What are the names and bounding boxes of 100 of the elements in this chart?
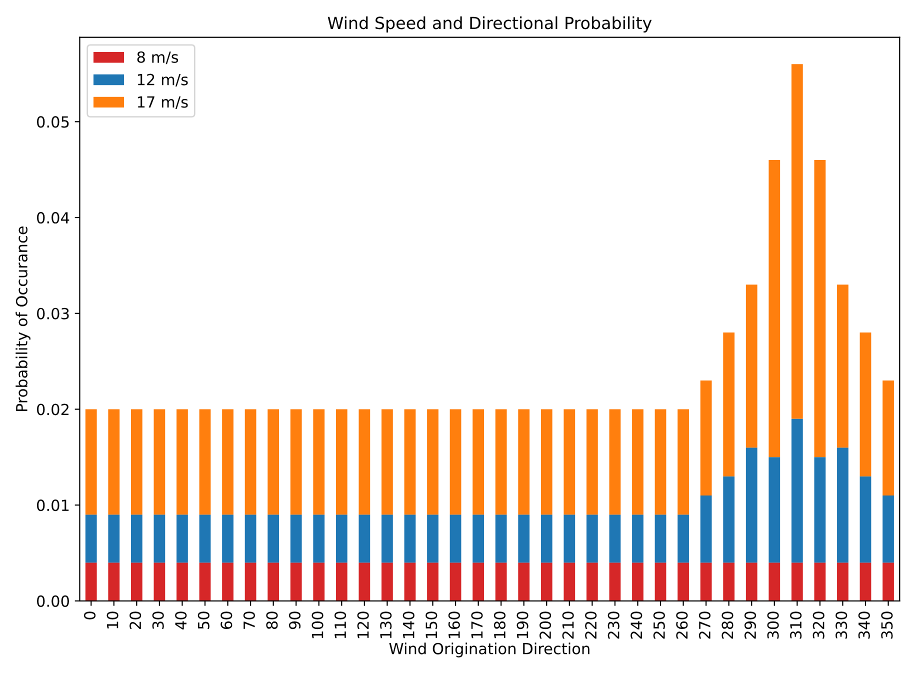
bar [586, 562, 598, 601]
bar [358, 514, 370, 563]
bar [222, 514, 234, 563]
x-axis-title: Wind Origination Direction [389, 642, 590, 658]
x-tick-label: 310 [790, 612, 802, 639]
bar [450, 409, 462, 515]
bar [176, 562, 188, 601]
bar [154, 562, 166, 601]
bar [882, 380, 894, 496]
x-tick-label: 260 [676, 612, 688, 639]
bar [313, 514, 325, 563]
x-tick-label: 40 [175, 612, 187, 630]
bar [814, 457, 826, 563]
x-tick-label: 270 [698, 612, 710, 639]
bar [746, 562, 758, 601]
bar [860, 476, 872, 563]
bar [564, 562, 576, 601]
bar [130, 514, 142, 563]
x-tick-label: 280 [722, 612, 734, 639]
bar [723, 332, 735, 476]
bar [290, 409, 302, 515]
bar [427, 562, 438, 601]
bar [85, 562, 97, 601]
bar [654, 562, 666, 601]
bar [268, 514, 280, 563]
bar [404, 562, 416, 601]
x-tick-label: 90 [288, 612, 301, 630]
bar [700, 380, 712, 496]
bar [564, 409, 576, 515]
bar [518, 562, 530, 601]
bar [768, 457, 780, 563]
bar [450, 514, 462, 563]
bar [108, 514, 120, 563]
x-tick-label: 130 [380, 612, 392, 638]
x-tick-label: 340 [858, 612, 870, 639]
x-tick-label: 300 [767, 612, 779, 639]
bar [176, 409, 188, 515]
bar [746, 284, 758, 448]
bar [882, 495, 894, 563]
bar [837, 562, 848, 601]
bar [427, 409, 438, 515]
chart-title: Wind Speed and Directional Probability [328, 16, 652, 32]
bar [723, 476, 735, 563]
x-tick-label: 350 [881, 612, 893, 639]
bar [814, 160, 826, 458]
bar [199, 514, 211, 563]
bar [700, 495, 712, 563]
x-tick-label: 230 [608, 612, 620, 639]
bar [586, 409, 598, 515]
bar [746, 448, 758, 563]
bar [472, 409, 484, 515]
x-tick-label: 150 [426, 612, 438, 638]
bar [404, 409, 416, 515]
bar [358, 562, 370, 601]
bar [154, 514, 166, 563]
bar [108, 562, 120, 601]
bar [313, 562, 325, 601]
bar [108, 409, 120, 515]
bar [540, 562, 552, 601]
x-tick-label: 110 [334, 612, 346, 638]
bar [176, 514, 188, 563]
bar [700, 562, 712, 601]
bar [382, 409, 393, 515]
x-tick-label: 180 [494, 612, 506, 638]
legend-label: 8 m/s [137, 51, 178, 64]
bar [450, 562, 462, 601]
y-tick-label: 0.05 [36, 116, 69, 128]
bar [382, 514, 393, 563]
bar [860, 562, 872, 601]
bar [791, 64, 803, 419]
bar [837, 284, 848, 448]
bar [654, 514, 666, 563]
bar [791, 418, 803, 563]
y-tick-label: 0.03 [36, 308, 69, 320]
bar [609, 514, 621, 563]
bar [244, 514, 256, 563]
bar [768, 562, 780, 601]
bar [336, 409, 348, 515]
x-tick-label: 20 [130, 612, 142, 629]
bar [313, 409, 325, 515]
bar [154, 409, 166, 515]
bar [632, 562, 644, 601]
bar [609, 409, 621, 515]
bar [495, 514, 507, 563]
x-tick-label: 290 [744, 612, 756, 639]
x-tick-label: 10 [106, 612, 118, 628]
bar [632, 409, 644, 515]
x-tick-label: 330 [836, 612, 848, 639]
bar [199, 562, 211, 601]
legend-label: 17 m/s [138, 96, 188, 109]
bar [609, 562, 621, 601]
x-tick-label: 70 [243, 612, 255, 629]
bar [427, 514, 438, 563]
bar [632, 514, 644, 563]
x-tick-label: 250 [653, 612, 665, 639]
y-tick-label: 0.04 [36, 212, 70, 224]
y-tick-label: 0.00 [36, 595, 69, 607]
legend-label: 12 m/s [138, 74, 188, 87]
bar [85, 409, 97, 515]
bar [723, 562, 735, 601]
